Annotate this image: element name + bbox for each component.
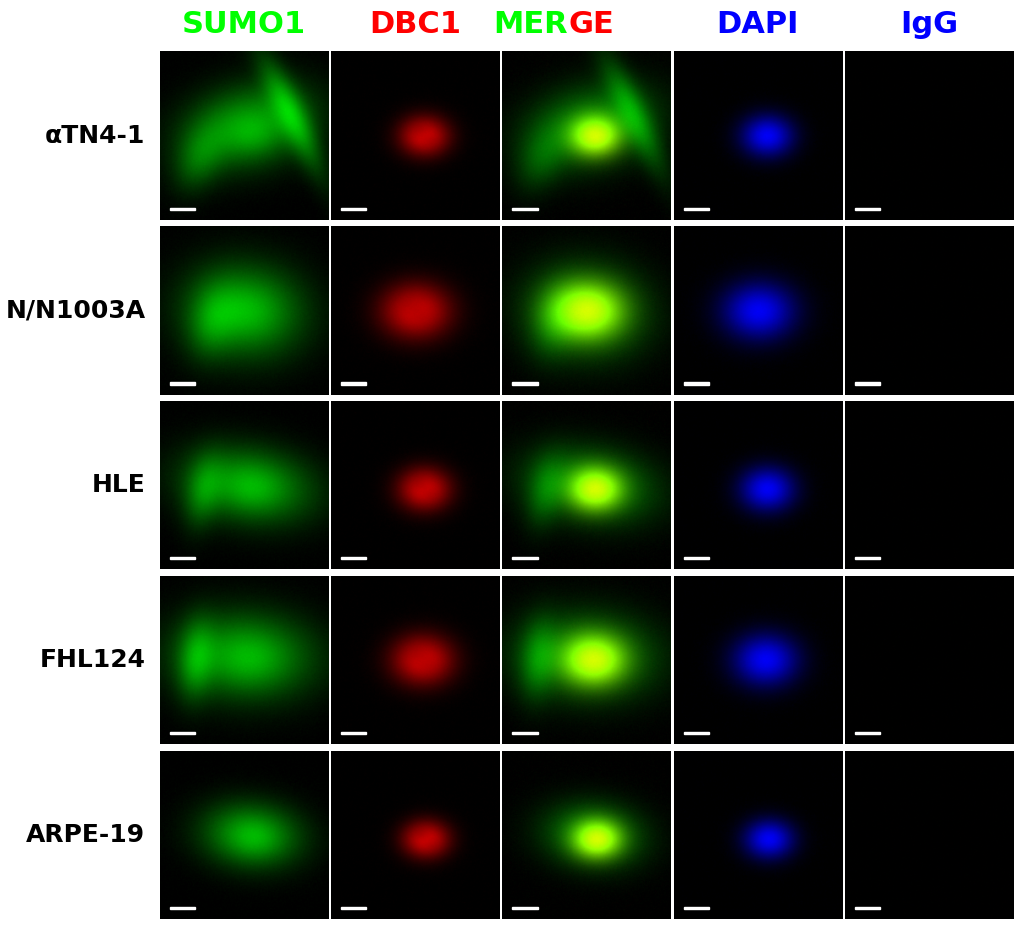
Text: GE: GE xyxy=(568,10,613,40)
Bar xyxy=(512,732,537,734)
Bar xyxy=(340,383,366,385)
Bar xyxy=(169,907,195,909)
Bar xyxy=(340,208,366,210)
Text: MER: MER xyxy=(493,10,568,40)
Bar xyxy=(169,208,195,210)
Bar xyxy=(169,383,195,385)
Text: SUMO1: SUMO1 xyxy=(181,10,306,40)
Bar xyxy=(340,732,366,734)
Bar xyxy=(854,907,879,909)
Text: HLE: HLE xyxy=(92,474,146,497)
Bar xyxy=(340,907,366,909)
Bar xyxy=(683,907,708,909)
Bar xyxy=(854,383,879,385)
Text: αTN4-1: αTN4-1 xyxy=(45,123,146,147)
Bar xyxy=(854,208,879,210)
Bar xyxy=(512,557,537,559)
Bar xyxy=(854,732,879,734)
Bar xyxy=(340,557,366,559)
Bar xyxy=(169,732,195,734)
Text: ARPE-19: ARPE-19 xyxy=(26,823,146,847)
Bar xyxy=(169,557,195,559)
Bar xyxy=(512,383,537,385)
Text: FHL124: FHL124 xyxy=(40,648,146,672)
Text: IgG: IgG xyxy=(900,10,957,40)
Bar xyxy=(512,907,537,909)
Bar xyxy=(683,557,708,559)
Bar xyxy=(683,732,708,734)
Text: DBC1: DBC1 xyxy=(369,10,461,40)
Bar xyxy=(683,208,708,210)
Text: DAPI: DAPI xyxy=(716,10,798,40)
Bar xyxy=(854,557,879,559)
Bar xyxy=(683,383,708,385)
Text: N/N1003A: N/N1003A xyxy=(5,298,146,323)
Bar xyxy=(512,208,537,210)
